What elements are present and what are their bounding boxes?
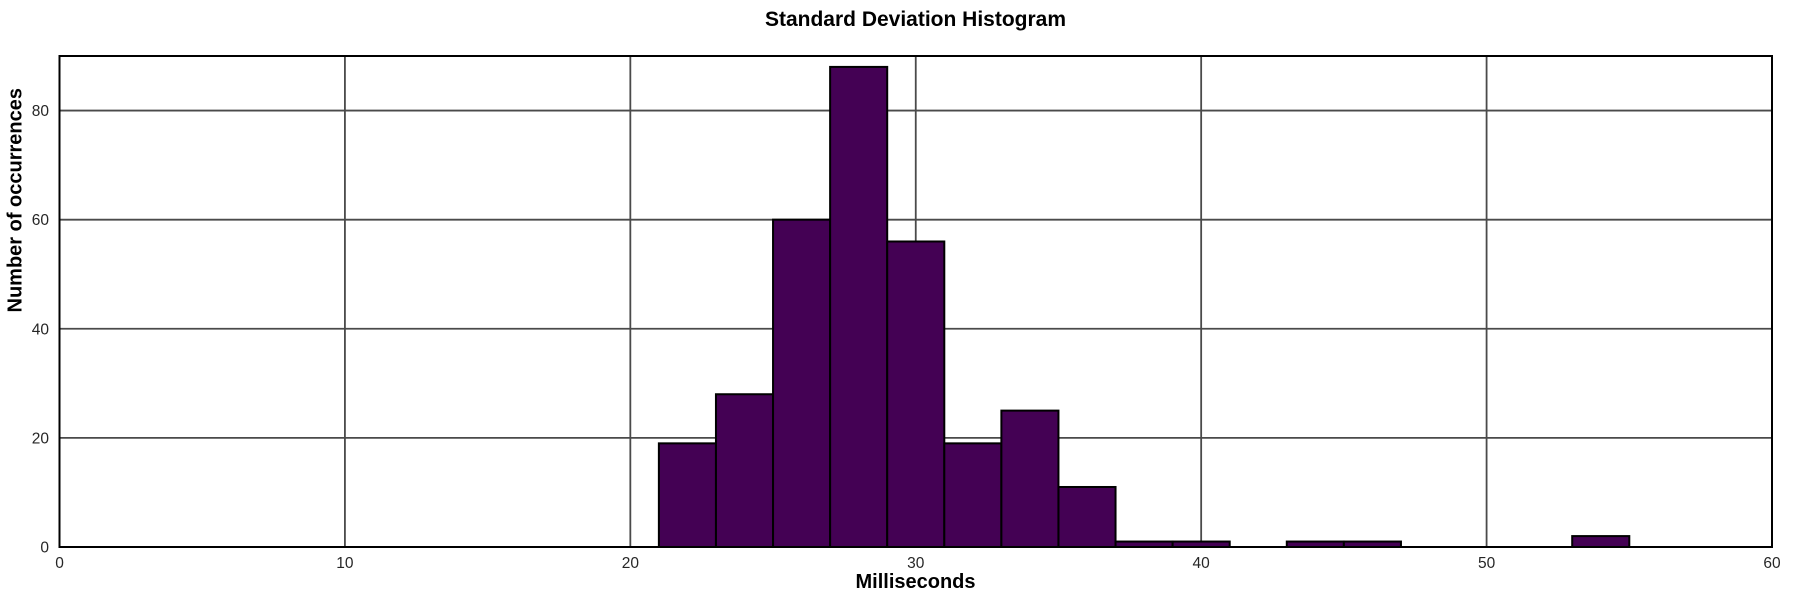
histogram-bar	[772, 218, 832, 549]
histogram-bar	[1000, 409, 1060, 548]
y-tick-label: 0	[40, 540, 49, 557]
axes-box	[58, 55, 1773, 548]
histogram-bar	[943, 442, 1003, 549]
histogram-bar	[829, 65, 889, 549]
x-tick-label: 10	[336, 555, 354, 572]
histogram-bar	[714, 393, 775, 548]
histogram-bar	[1571, 535, 1631, 548]
x-tick-label: 40	[1193, 555, 1211, 572]
x-tick-label: 30	[907, 555, 925, 572]
histogram-bar	[657, 442, 717, 549]
y-tick-label: 20	[32, 430, 50, 447]
histogram-bar	[886, 240, 946, 548]
y-tick-label: 80	[32, 103, 50, 120]
y-tick-label: 40	[32, 321, 50, 338]
x-tick-label: 0	[55, 555, 64, 572]
chart-title: Standard Deviation Histogram	[764, 8, 1067, 31]
x-tick-label: 60	[1763, 555, 1781, 572]
y-axis-label: Number of occurrences	[4, 87, 27, 313]
x-tick-label: 20	[622, 555, 640, 572]
x-axis-label: Milliseconds	[855, 571, 976, 593]
x-tick-label: 50	[1478, 555, 1496, 572]
histogram-bar	[1057, 485, 1117, 549]
y-tick-label: 60	[32, 212, 50, 229]
